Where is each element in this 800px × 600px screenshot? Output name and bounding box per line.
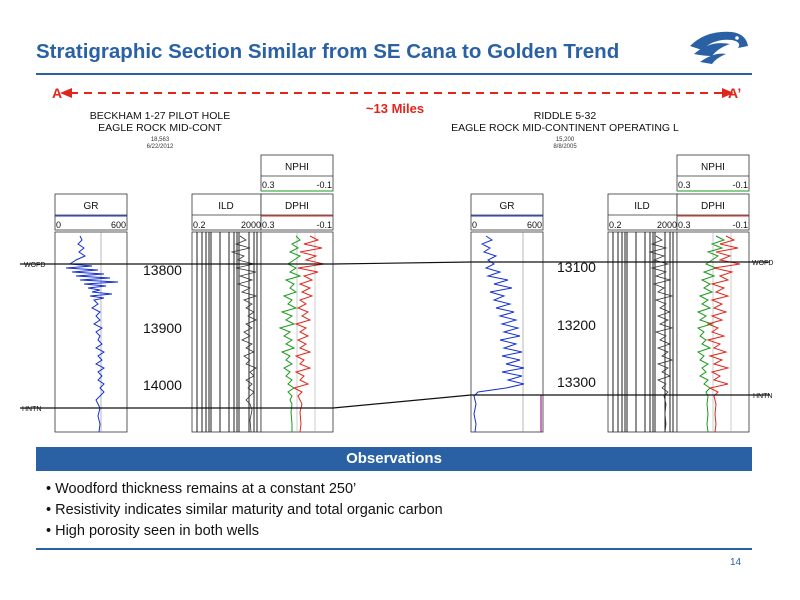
well-2-dphi-min: 0.3 xyxy=(678,220,691,230)
footer-divider xyxy=(36,548,752,550)
page-number: 14 xyxy=(730,557,742,568)
well-2-gr-track xyxy=(470,231,544,433)
observation-item-text: Woodford thickness remains at a constant… xyxy=(55,481,357,497)
well-1-depth-label: 13800 xyxy=(143,262,182,278)
well-2-ild-curve xyxy=(648,235,674,433)
observation-item: • High porosity seen in both wells xyxy=(46,523,260,539)
correlation-lines xyxy=(20,261,770,409)
well-1-ild-header xyxy=(191,193,262,231)
well-1-dphi-name: DPHI xyxy=(285,201,309,212)
well-2-base-pick-label: HNTN xyxy=(753,393,772,400)
well-1-top-pick-label: WOFD xyxy=(24,262,45,269)
well-1-nphi-min: 0.3 xyxy=(262,180,275,190)
well-1-name-line2: EAGLE ROCK MID-CONT xyxy=(98,122,222,134)
well-2-nphi-name: NPHI xyxy=(701,162,725,173)
well-1-gr-min: 0 xyxy=(56,220,61,230)
observation-item: • Woodford thickness remains at a consta… xyxy=(46,481,357,497)
well-1-log: GR 0 600 ILD 0.2 2000 NPHI 0.3 -0.1 DPHI… xyxy=(22,154,334,433)
eagle-head-icon xyxy=(690,31,748,64)
well-1-ild-min: 0.2 xyxy=(193,220,206,230)
well-1-dphi-curve xyxy=(292,235,325,433)
well-1-meta-line2: 6/22/2012 xyxy=(146,144,174,150)
well-2-gr-name: GR xyxy=(500,201,515,212)
well-2-name-line1: RIDDLE 5-32 xyxy=(533,110,597,122)
well-2-nphi-max: -0.1 xyxy=(732,180,748,190)
well-2-depth-label: 13100 xyxy=(557,259,596,275)
well-2-gr-header xyxy=(470,193,544,231)
well-2-gr-curve xyxy=(473,235,525,433)
observation-item-text: Resistivity indicates similar maturity a… xyxy=(55,502,443,518)
observations-list: • Woodford thickness remains at a consta… xyxy=(46,479,443,542)
section-start-label: A xyxy=(52,85,63,101)
well-2-name-line2: EAGLE ROCK MID-CONTINENT OPERATING L xyxy=(451,122,679,134)
well-2-nphi-header xyxy=(676,154,750,192)
cross-section-diagram: GR 0 600 ILD 0.2 2000 NPHI 0.3 -0.1 DPHI… xyxy=(20,88,773,433)
well-2-meta: 15,200 8/8/2005 xyxy=(515,137,615,151)
well-2-nphi-curve xyxy=(696,235,726,433)
well-2-depth-label: 13300 xyxy=(557,374,596,390)
well-2-ild-name: ILD xyxy=(634,201,650,212)
well-1-dphi-min: 0.3 xyxy=(262,220,275,230)
well-1-meta-line1: 18,563 xyxy=(150,137,170,143)
observations-header: Observations xyxy=(36,447,752,471)
well-1-dphi-header xyxy=(260,193,334,231)
well-2-meta-line2: 8/8/2005 xyxy=(553,144,577,150)
well-2-dphi-header xyxy=(676,193,750,231)
section-arrow-right-icon xyxy=(722,88,734,98)
title-divider xyxy=(36,73,752,75)
well-2-ild-max: 2000 xyxy=(657,220,677,230)
well-1-gr-curve xyxy=(65,235,119,433)
well-1-depth-label: 13900 xyxy=(143,320,182,336)
well-1-gr-header xyxy=(54,193,128,231)
well-1-nphi-max: -0.1 xyxy=(316,180,332,190)
well-1-ild-curve xyxy=(230,235,258,433)
section-arrow-left-icon xyxy=(60,88,72,98)
well-1-gr-track xyxy=(54,231,128,433)
well-2-name: RIDDLE 5-32 EAGLE ROCK MID-CONTINENT OPE… xyxy=(445,110,685,134)
well-2-ild-header xyxy=(607,193,678,231)
well-2-log: GR 0 600 ILD 0.2 2000 NPHI 0.3 -0.1 DPHI… xyxy=(470,154,773,433)
well-1-ild-max: 2000 xyxy=(241,220,261,230)
well-1-nphi-curve xyxy=(278,235,302,432)
well-2-dphi-curve xyxy=(706,235,741,433)
well-1-base-pick-label: HNTN xyxy=(22,406,41,413)
well-1-nphi-name: NPHI xyxy=(285,162,309,173)
well-1-dphi-max: -0.1 xyxy=(316,220,332,230)
well-1-name: BECKHAM 1-27 PILOT HOLE EAGLE ROCK MID-C… xyxy=(60,110,260,134)
well-1-gr-name: GR xyxy=(84,201,99,212)
section-distance-label: ~13 Miles xyxy=(365,101,425,116)
well-2-top-pick-label: WOFD xyxy=(752,260,773,267)
page-title: Stratigraphic Section Similar from SE Ca… xyxy=(36,40,620,63)
well-2-gr-min: 0 xyxy=(472,220,477,230)
observation-item-text: High porosity seen in both wells xyxy=(55,523,260,539)
well-2-dphi-max: -0.1 xyxy=(732,220,748,230)
well-1-ild-name: ILD xyxy=(218,201,234,212)
section-end-label: A’ xyxy=(728,85,742,101)
well-2-nphi-min: 0.3 xyxy=(678,180,691,190)
well-2-meta-line1: 15,200 xyxy=(555,137,575,143)
well-1-name-line1: BECKHAM 1-27 PILOT HOLE xyxy=(89,110,231,122)
well-2-gr-max: 600 xyxy=(527,220,542,230)
well-1-meta: 18,563 6/22/2012 xyxy=(110,137,210,151)
well-2-dphi-name: DPHI xyxy=(701,201,725,212)
well-1-depth-label: 14000 xyxy=(143,377,182,393)
well-2-ild-min: 0.2 xyxy=(609,220,622,230)
observation-item: • Resistivity indicates similar maturity… xyxy=(46,502,443,518)
well-1-nphi-header xyxy=(260,154,334,192)
well-2-depth-label: 13200 xyxy=(557,317,596,333)
well-1-gr-max: 600 xyxy=(111,220,126,230)
